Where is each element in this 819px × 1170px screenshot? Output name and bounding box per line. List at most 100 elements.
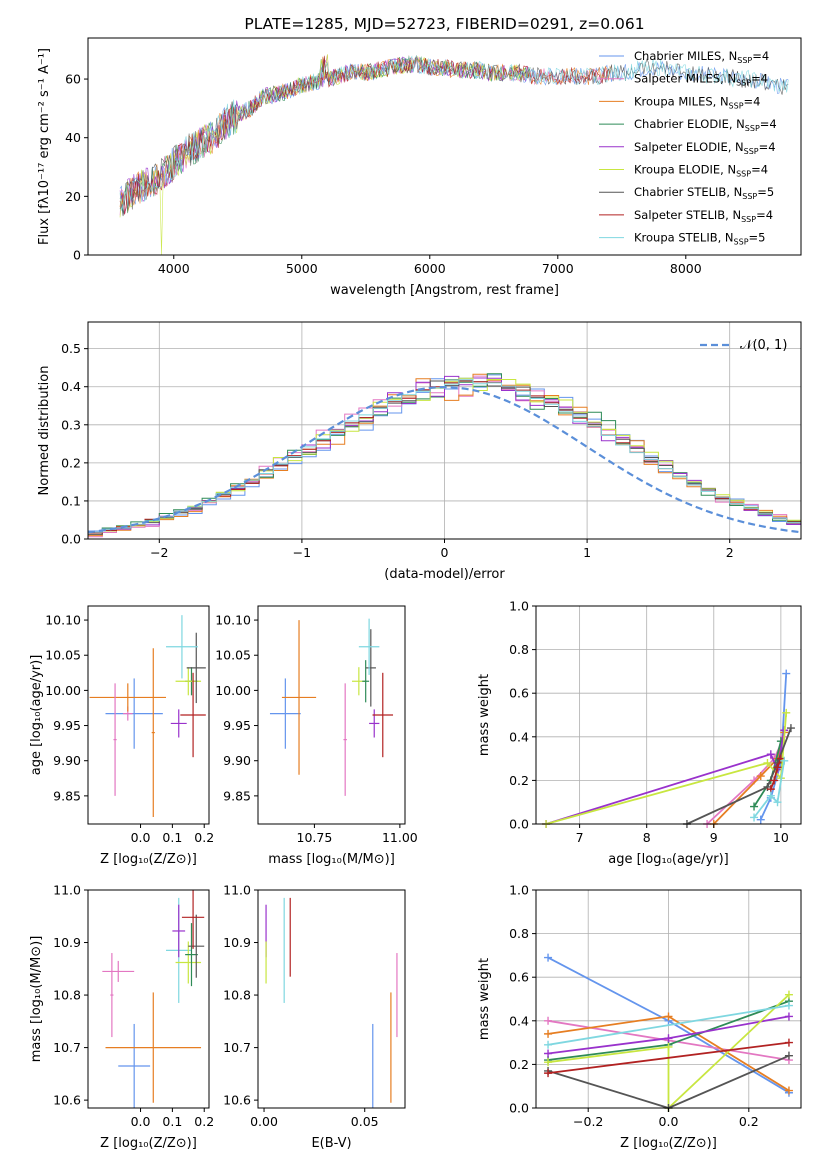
x-tick-label: 0.1 [162, 830, 182, 845]
y-axis-label: age [log₁₀(age/yr)] [29, 655, 44, 776]
weight-vs-Z-panel: −0.2 0.0 0.2 0.0 0.2 0.4 0.6 0.8 1.0 Z [log₁₀(Z/Z… [477, 883, 802, 1151]
x-tick-label: 8000 [670, 261, 702, 276]
weight-marker [766, 750, 775, 759]
data-point [181, 890, 205, 949]
weight-marker [544, 1058, 553, 1067]
y-tick-label: 10.10 [45, 613, 81, 628]
weight-marker [756, 772, 765, 781]
x-axis-label: mass [log₁₀(M/M⊙)] [268, 852, 395, 867]
x-tick-label: 2 [726, 545, 734, 560]
x-axis-label: Z [log₁₀(Z/Z⊙)] [100, 1136, 197, 1151]
y-tick-label: 10.05 [215, 648, 251, 663]
weight-marker [782, 708, 791, 717]
x-tick-label: −1 [293, 545, 311, 560]
data-point [113, 683, 117, 796]
x-tick-label: 0.2 [194, 830, 214, 845]
weight-marker [544, 1016, 553, 1025]
weight-marker [784, 1012, 793, 1021]
data-point [365, 629, 376, 707]
y-tick-label: 20 [65, 189, 81, 204]
legend-label: Salpeter ELODIE, NSSP=4 [634, 140, 776, 156]
legend-label: Chabrier MILES, NSSP=4 [634, 49, 769, 65]
y-tick-label: 10.6 [53, 1093, 81, 1108]
error-bars [89, 615, 206, 817]
data-point [118, 1023, 151, 1108]
x-tick-label: 7 [576, 830, 584, 845]
y-axis-label: mass weight [477, 674, 492, 756]
data-point [105, 678, 163, 749]
y-axis-label: Flux [fλ10⁻¹⁷ erg cm⁻² s⁻¹ A⁻¹] [37, 48, 52, 245]
weight-line [545, 730, 786, 825]
y-tick-label: 9.85 [53, 788, 81, 803]
x-tick-label: 1 [583, 545, 591, 560]
y-tick-label: 0.6 [509, 970, 529, 985]
x-axis-label: E(B-V) [311, 1136, 351, 1151]
mass-vs-EBV-panel: 0.00 0.05 10.6 10.7 10.8 10.9 11.0 E(B-V) [223, 883, 406, 1151]
weight-marker [756, 815, 765, 824]
y-tick-label: 60 [65, 72, 81, 87]
x-tick-label: 10 [773, 830, 789, 845]
x-tick-label: 0.0 [131, 830, 151, 845]
x-axis-label: Z [log₁₀(Z/Z⊙)] [100, 852, 197, 867]
x-tick-label: 10.75 [297, 830, 333, 845]
x-tick-label: −0.2 [573, 1114, 603, 1129]
weight-marker [544, 1069, 553, 1078]
weight-marker [544, 1029, 553, 1038]
y-tick-label: 0.4 [61, 379, 81, 394]
y-tick-label: 0.4 [509, 1013, 529, 1028]
y-tick-label: 0.0 [509, 1101, 529, 1116]
weight-marker [773, 763, 782, 772]
x-tick-label: 0.1 [162, 1114, 182, 1129]
y-tick-label: 0.3 [61, 417, 81, 432]
y-tick-label: 11.0 [223, 883, 251, 898]
x-tick-label: −2 [150, 545, 168, 560]
axes-frame [257, 889, 406, 1109]
weight-marker [784, 990, 793, 999]
legend-label: Kroupa MILES, NSSP=4 [634, 94, 760, 110]
x-tick-label: 9 [710, 830, 718, 845]
weight-line [547, 993, 790, 1111]
weight-marker [786, 724, 795, 733]
weight-marker [750, 802, 759, 811]
weight-marker [784, 1001, 793, 1010]
spectrum-line [119, 54, 531, 256]
weight-marker [664, 1034, 673, 1043]
mass-vs-Z-panel: 0.0 0.1 0.2 10.6 10.7 10.8 10.9 11.0 Z [log₁₀(Z/… [29, 883, 214, 1152]
data-point [89, 683, 167, 712]
weight-line [753, 760, 786, 819]
weight-marker [664, 1012, 673, 1021]
weight-marker [763, 758, 772, 767]
x-tick-label: 4000 [158, 261, 190, 276]
x-axis-label: (data-model)/error [384, 567, 505, 582]
weight-lines [542, 669, 795, 828]
data-point [172, 904, 186, 958]
legend-label: Salpeter MILES, NSSP=4 [634, 72, 768, 88]
error-bars [269, 618, 394, 796]
weight-marker [766, 791, 775, 800]
x-tick-label: 0.05 [351, 1114, 379, 1129]
axes-frame [535, 605, 802, 825]
x-tick-label: 0.2 [739, 1114, 759, 1129]
y-axis-label: Normed distribution [37, 366, 52, 496]
x-tick-label: 0.00 [250, 1114, 278, 1129]
y-tick-label: 9.90 [53, 753, 81, 768]
error-bars [102, 890, 205, 1108]
data-point [358, 618, 380, 675]
error-bars [265, 897, 398, 1108]
data-point [110, 953, 114, 1038]
weight-marker [664, 1042, 673, 1051]
weight-marker [784, 1051, 793, 1060]
legend-label: Chabrier STELIB, NSSP=5 [634, 185, 774, 201]
x-axis-label: Z [log₁₀(Z/Z⊙)] [620, 1136, 717, 1151]
y-tick-label: 10.9 [53, 935, 81, 950]
y-axis-label: mass [log₁₀(M/M⊙)] [29, 936, 44, 1063]
x-axis-label: wavelength [Angstrom, rest frame] [330, 283, 559, 298]
y-tick-label: 0.2 [509, 1057, 529, 1072]
spectrum-line [119, 56, 531, 215]
x-tick-label: 5000 [286, 261, 318, 276]
axes-frame [87, 605, 210, 825]
y-tick-label: 0.0 [509, 817, 529, 832]
y-tick-label: 10.05 [45, 648, 81, 663]
data-point [362, 660, 370, 703]
